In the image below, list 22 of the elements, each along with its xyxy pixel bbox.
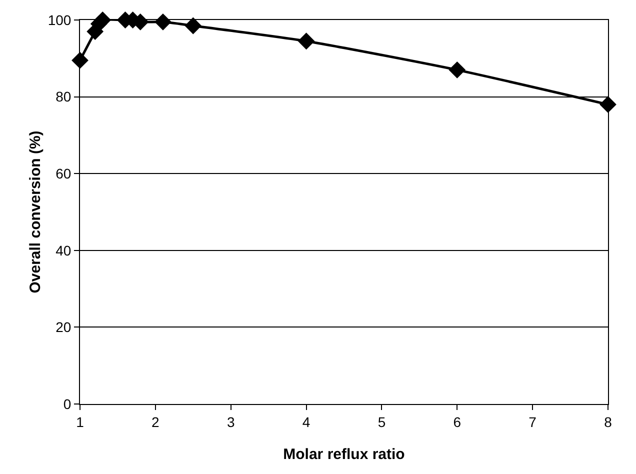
point: [184, 17, 202, 34]
x-tick-label: 3: [226, 414, 235, 430]
x-tick-label: 4: [302, 414, 310, 430]
x-tick-label: 7: [528, 414, 537, 430]
x-tick-label: 5: [378, 414, 386, 430]
y-tick-label: 0: [63, 396, 72, 412]
y-tick-label: 20: [56, 319, 72, 336]
y-tick-label: 60: [56, 166, 72, 182]
y-tick-label: 40: [56, 242, 72, 258]
x-tick-label: 8: [604, 414, 612, 430]
y-axis-title: Overall conversion (%): [27, 130, 44, 294]
point: [154, 13, 172, 30]
x-axis-title: Molar reflux ratio: [283, 446, 405, 463]
y-tick-label: 80: [56, 88, 72, 105]
point: [94, 12, 112, 28]
x-tick-label: 6: [453, 414, 462, 430]
x-tick-label: 1: [76, 414, 84, 430]
point: [72, 52, 88, 69]
point: [448, 61, 466, 78]
y-tick-label: 100: [48, 12, 72, 28]
point: [298, 32, 315, 50]
x-tick-label: 2: [152, 414, 160, 430]
